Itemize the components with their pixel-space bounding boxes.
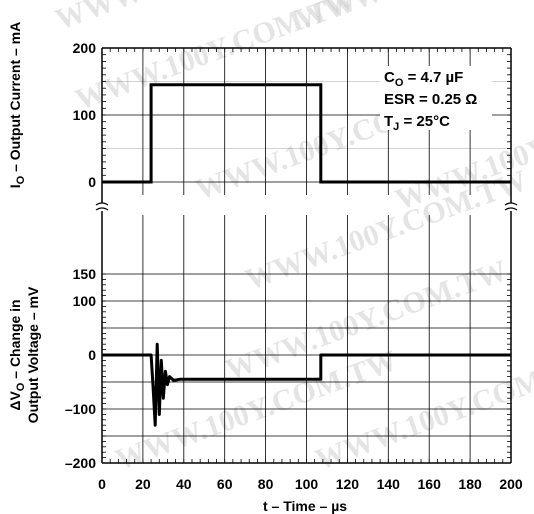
series-layer (102, 83, 511, 427)
y-tick-label: 0 (88, 174, 96, 190)
axis-break-mark (504, 202, 518, 206)
annotation-esr: ESR = 0.25 Ω (384, 91, 477, 108)
x-tick-label: 160 (418, 476, 442, 492)
y-tick-label: –200 (65, 455, 96, 471)
y-tick-label: 200 (73, 40, 97, 56)
x-tick-label: 100 (295, 476, 319, 492)
conditions-annotation: CO = 4.7 µF ESR = 0.25 Ω TJ = 25°C (380, 66, 492, 133)
axis-break-marks (95, 202, 518, 211)
y-tick-label: 100 (73, 107, 97, 123)
x-tick-label: 80 (258, 476, 274, 492)
annotation-capacitance: CO = 4.7 µF (384, 69, 463, 89)
annotation-background (380, 66, 492, 130)
axis-break-mark (95, 207, 109, 211)
y-axis-title-top: IO – Output Current – mA (7, 22, 27, 188)
axis-break-mark (504, 207, 518, 211)
x-tick-label: 60 (217, 476, 233, 492)
x-tick-label: 200 (499, 476, 523, 492)
annotation-temperature: TJ = 25°C (384, 113, 450, 133)
x-tick-label: 180 (458, 476, 482, 492)
y-tick-label: 0 (88, 347, 96, 363)
y-tick-label: –100 (65, 401, 96, 417)
series-voltage-change (102, 342, 511, 427)
x-tick-label: 40 (176, 476, 192, 492)
y-axis-title-bottom-line1: ΔVO – Change in (7, 299, 27, 410)
x-tick-label: 0 (98, 476, 106, 492)
x-tick-label: 120 (336, 476, 360, 492)
x-tick-label: 20 (135, 476, 151, 492)
y-tick-label: 100 (73, 293, 97, 309)
y-tick-label: 150 (73, 266, 97, 282)
plot-frames (101, 47, 512, 464)
y-axis-title-bottom-line2: Output Voltage – mV (25, 286, 41, 423)
y-tick-labels: 0 100 200 –200 –100 0 100 150 (65, 40, 96, 471)
x-tick-labels: 0 20 40 60 80 100 120 140 160 180 200 (98, 476, 523, 492)
series-output-current (102, 83, 511, 184)
x-axis-title: t – Time – µs (263, 498, 347, 514)
axis-break-mark (95, 202, 109, 206)
x-tick-label: 140 (377, 476, 401, 492)
